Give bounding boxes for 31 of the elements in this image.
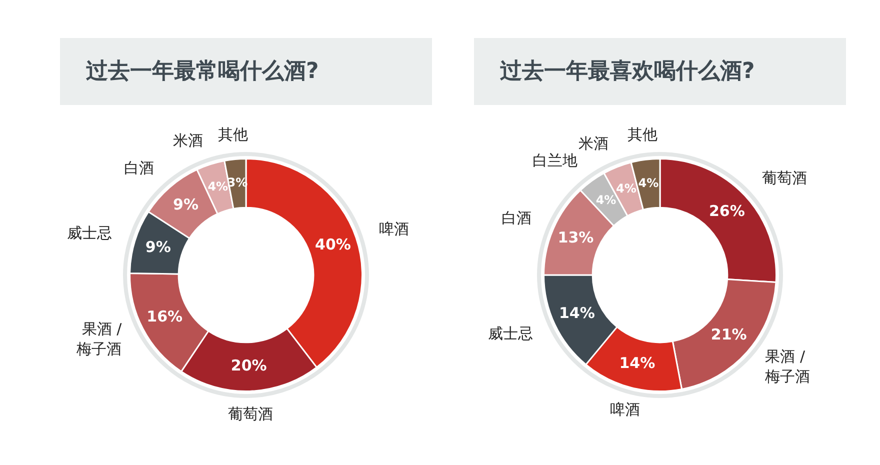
data-label: 13% <box>558 228 594 246</box>
data-label: 4% <box>616 182 636 196</box>
data-label: 26% <box>708 202 745 220</box>
data-label: 14% <box>558 304 595 322</box>
slice-label: 啤酒 <box>378 220 409 238</box>
data-label: 4% <box>596 192 616 207</box>
slice-label: 威士忌 <box>66 224 112 242</box>
data-label: 21% <box>710 326 747 344</box>
data-label: 16% <box>146 307 183 326</box>
slice-label: 葡萄酒 <box>762 168 808 187</box>
data-label: 20% <box>230 356 267 375</box>
slice-label: 果酒 / 梅子酒 <box>76 320 123 358</box>
data-label: 9% <box>173 196 198 214</box>
data-label: 40% <box>315 235 351 254</box>
slice-label: 威士忌 <box>488 324 534 343</box>
data-label: 14% <box>619 354 656 372</box>
slice-label: 果酒 / 梅子酒 <box>764 348 810 386</box>
data-label: 9% <box>145 238 171 256</box>
data-label: 4% <box>638 176 659 190</box>
slice-label: 其他 <box>218 125 248 144</box>
slice-label: 米酒 <box>173 131 204 150</box>
chart-title: 过去一年最常喝什么酒? <box>60 38 432 105</box>
slice-label: 白酒 <box>124 159 154 178</box>
chart-title: 过去一年最喜欢喝什么酒? <box>474 38 846 105</box>
slice-label: 白酒 <box>501 209 532 228</box>
slice-label: 啤酒 <box>610 400 640 419</box>
slice-label: 其他 <box>627 126 658 144</box>
slice-label: 葡萄酒 <box>228 405 273 424</box>
data-label: 4% <box>208 180 228 194</box>
slice-label: 白兰地 <box>532 151 578 170</box>
slice-label: 米酒 <box>578 134 608 152</box>
